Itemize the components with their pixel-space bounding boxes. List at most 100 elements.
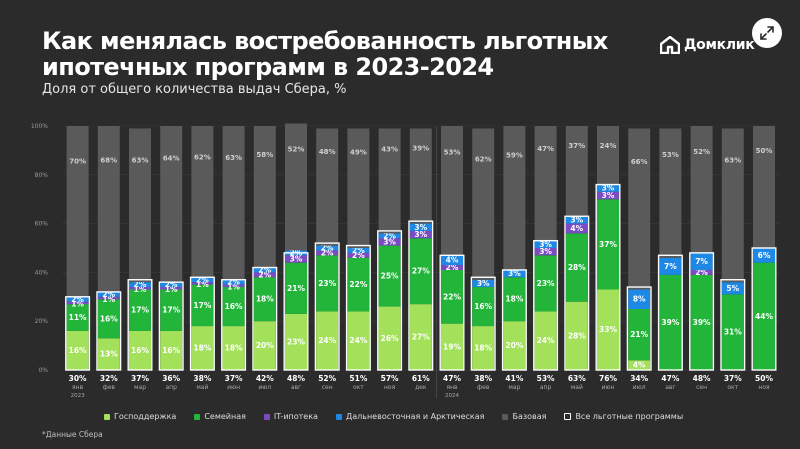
bar-segment-base — [472, 128, 495, 280]
bar-segment-gos — [129, 330, 151, 370]
legend-label-gos: Господдержка — [114, 412, 177, 421]
data-label-base: 43% — [381, 146, 398, 154]
data-label-family: 22% — [443, 292, 461, 301]
data-label-base: 53% — [662, 151, 679, 159]
data-label-far_east: 6% — [758, 251, 771, 260]
bar-segment-it — [534, 248, 557, 256]
data-label-family: 18% — [256, 295, 274, 304]
y-tick-label: 60% — [35, 221, 49, 228]
data-label-far_east: 3% — [414, 223, 427, 232]
data-label-far_east: 8% — [633, 295, 646, 304]
bar-segment-base — [129, 128, 151, 283]
data-label-gos: 19% — [443, 342, 461, 351]
bar-segment-base — [565, 126, 588, 217]
total-outline — [377, 230, 403, 371]
bar-segment-it — [191, 282, 214, 285]
brand-name: Домклик — [684, 37, 755, 53]
total-outline — [564, 215, 590, 371]
bar-segment-base — [721, 128, 744, 283]
total-label: 48% — [693, 374, 711, 383]
bar-segment-family — [129, 289, 151, 331]
bar-segment-it — [347, 252, 370, 258]
bar-segment-family — [597, 199, 619, 290]
bar-segment-base — [503, 126, 526, 270]
data-label-it: 1% — [227, 283, 240, 292]
expand-button[interactable] — [752, 18, 782, 48]
bar-segment-it — [222, 284, 245, 288]
bar-segment-base — [534, 126, 557, 241]
data-label-it: 3% — [383, 237, 396, 246]
total-outline — [533, 239, 559, 371]
bar-segment-far_east — [721, 282, 744, 295]
total-outline — [657, 254, 683, 371]
total-label: 47% — [661, 374, 679, 383]
bar-segment-family — [160, 289, 183, 331]
legend-item-it: IT-ипотека — [263, 412, 318, 421]
bar-segment-family — [347, 257, 370, 312]
bar-segment-base — [659, 128, 682, 258]
bar-segment-far_east — [253, 267, 276, 273]
bar-segment-base — [285, 123, 307, 251]
x-tick-label: май — [571, 384, 583, 391]
total-outline — [252, 266, 278, 371]
year-label: 2024 — [445, 393, 459, 399]
data-label-it: 1% — [165, 285, 178, 294]
data-label-it: 3% — [539, 247, 552, 256]
brand-logo[interactable]: Домклик — [660, 36, 755, 54]
bar-segment-it — [597, 191, 619, 200]
data-label-it: 3% — [602, 191, 615, 200]
bar-segment-far_east — [534, 240, 557, 248]
data-label-far_east: 3% — [570, 215, 583, 224]
legend-swatch-total — [564, 413, 572, 420]
total-outline — [595, 183, 621, 371]
data-label-far_east: 2% — [352, 246, 365, 255]
legend-label-total: Все льготные программы — [575, 412, 684, 421]
bar-segment-gos — [409, 304, 432, 370]
bar-segment-it — [285, 255, 307, 263]
bar-segment-family — [66, 304, 89, 331]
y-tick-label: 40% — [35, 269, 49, 276]
bar-segment-it — [160, 287, 183, 290]
data-label-base: 52% — [693, 148, 710, 156]
data-label-base: 39% — [412, 144, 429, 152]
data-label-gos: 16% — [162, 346, 180, 355]
x-tick-label: авг — [665, 384, 675, 391]
bar-segment-base — [316, 128, 339, 246]
bar-segment-family — [753, 262, 775, 370]
bar-segment-base — [160, 126, 183, 283]
bar-segment-family — [690, 274, 713, 370]
data-label-gos: 24% — [537, 336, 555, 345]
total-outline — [626, 286, 652, 371]
bar-segment-far_east — [628, 289, 651, 309]
data-label-gos: 24% — [318, 336, 336, 345]
bar-segment-it — [129, 287, 151, 290]
bar-segment-far_east — [472, 279, 495, 288]
bar-segment-base — [378, 128, 401, 234]
total-outline — [96, 291, 122, 371]
data-label-gos: 18% — [193, 344, 211, 353]
data-label-base: 66% — [631, 158, 648, 166]
total-outline — [221, 279, 247, 371]
data-label-far_east: 2% — [165, 280, 178, 289]
data-label-far_east: 2% — [102, 290, 115, 299]
data-label-base: 68% — [100, 157, 117, 165]
bar-segment-gos — [628, 360, 651, 370]
bar-segment-it — [97, 296, 120, 300]
bar-segment-base — [441, 126, 463, 256]
data-label-base: 24% — [600, 142, 617, 150]
data-label-base: 70% — [69, 158, 86, 166]
bar-segment-base — [191, 126, 214, 278]
data-label-gos: 16% — [131, 346, 149, 355]
data-label-it: 2% — [258, 270, 271, 279]
data-label-family: 11% — [69, 313, 87, 322]
x-tick-label: авг — [291, 384, 301, 391]
data-label-family: 31% — [724, 328, 742, 337]
bar-segment-it — [316, 250, 339, 256]
chart-title: Как менялась востребованность льготных и… — [42, 27, 608, 81]
y-tick-label: 20% — [35, 318, 49, 325]
legend-swatch-it — [263, 413, 270, 420]
x-tick-label: дек — [415, 384, 427, 391]
total-label: 47% — [443, 374, 461, 383]
total-label: 38% — [474, 374, 492, 383]
bar-segment-it — [378, 238, 401, 246]
